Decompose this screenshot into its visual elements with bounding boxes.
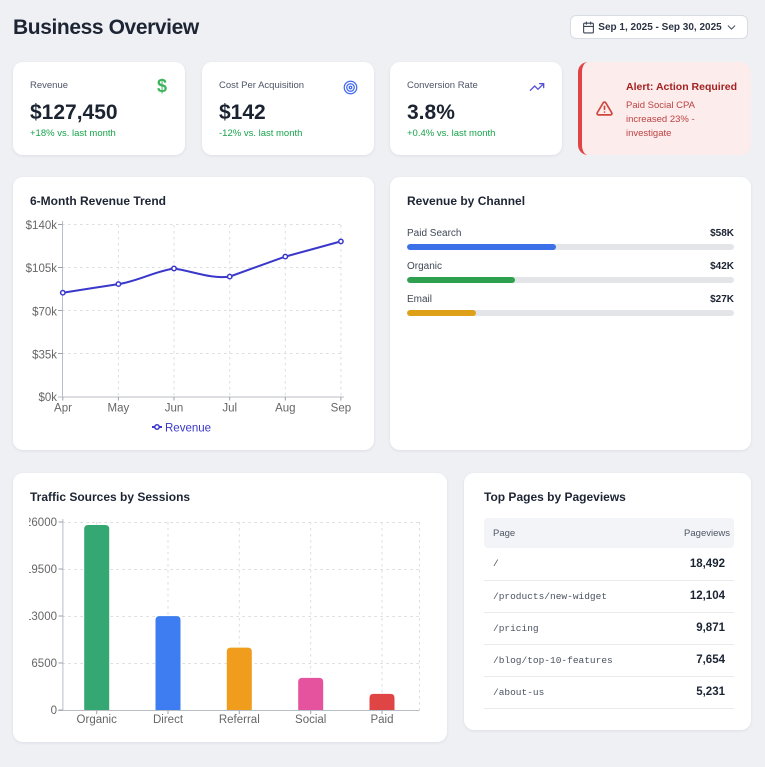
svg-text:Social: Social bbox=[295, 714, 326, 726]
svg-text:Aug: Aug bbox=[275, 403, 295, 415]
svg-text:Referral: Referral bbox=[219, 714, 260, 726]
svg-text:$105k: $105k bbox=[26, 263, 58, 275]
svg-text:May: May bbox=[108, 403, 130, 415]
svg-text:Apr: Apr bbox=[54, 403, 72, 415]
svg-text:Sep: Sep bbox=[331, 403, 351, 415]
svg-text:Direct: Direct bbox=[153, 714, 184, 726]
svg-text:$35k: $35k bbox=[32, 350, 57, 362]
svg-text:Revenue: Revenue bbox=[165, 423, 211, 435]
svg-text:Jun: Jun bbox=[165, 403, 184, 415]
svg-text:13000: 13000 bbox=[29, 611, 57, 623]
svg-text:$0k: $0k bbox=[38, 392, 57, 404]
svg-text:6500: 6500 bbox=[31, 658, 57, 670]
svg-text:26000: 26000 bbox=[29, 517, 57, 529]
svg-text:$70k: $70k bbox=[32, 306, 57, 318]
svg-text:Paid: Paid bbox=[370, 714, 393, 726]
svg-text:0: 0 bbox=[51, 705, 57, 717]
svg-text:19500: 19500 bbox=[29, 564, 57, 576]
svg-text:Organic: Organic bbox=[77, 714, 118, 726]
svg-text:Jul: Jul bbox=[222, 403, 237, 415]
svg-text:$140k: $140k bbox=[26, 220, 58, 232]
